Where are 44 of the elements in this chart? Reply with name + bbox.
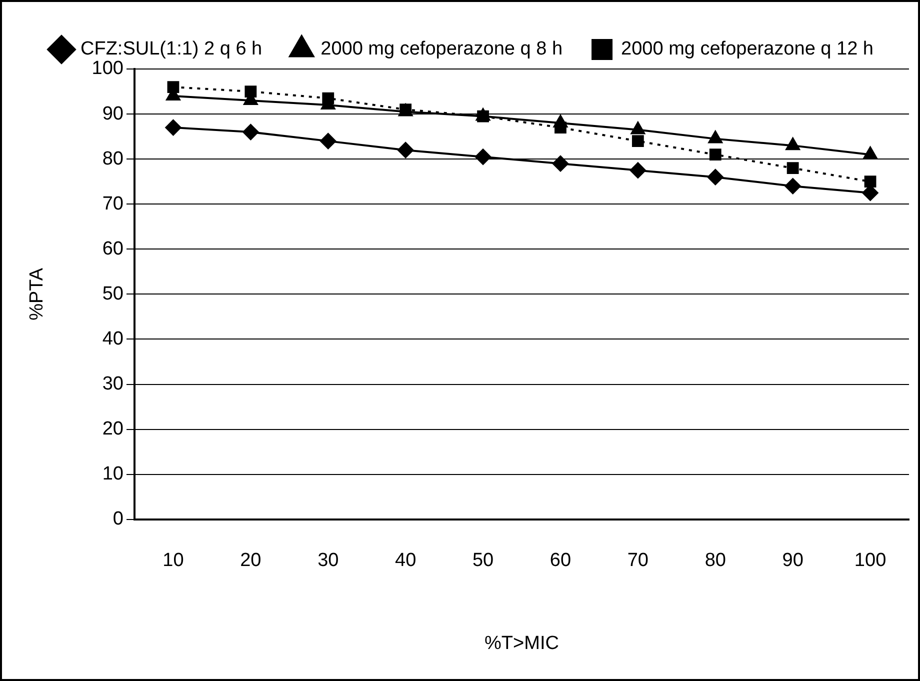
y-tick-label: 80 — [102, 148, 124, 170]
point — [165, 120, 182, 136]
point — [320, 133, 336, 150]
point — [863, 146, 878, 160]
x-tick-label: 20 — [240, 550, 262, 572]
point — [784, 178, 801, 194]
point — [475, 148, 492, 165]
y-tick-label: 90 — [102, 103, 124, 124]
y-tick-label: 40 — [102, 328, 124, 350]
x-axis-title: %T>MIC — [484, 632, 559, 654]
y-tick-label: 60 — [102, 238, 124, 260]
x-tick-label: 60 — [550, 550, 572, 572]
point — [786, 162, 799, 174]
x-tick-label: 70 — [627, 550, 648, 572]
point — [709, 148, 722, 161]
point — [242, 124, 259, 140]
x-tick-label: 30 — [318, 550, 339, 572]
y-tick-label: 30 — [102, 374, 124, 395]
point — [786, 138, 800, 150]
point — [707, 169, 724, 186]
point — [864, 176, 876, 188]
y-axis-title: %PTA — [26, 268, 48, 320]
point — [630, 162, 646, 178]
legend-label: 2000 mg cefoperazone q 8 h — [320, 38, 563, 60]
legend-label: 2000 mg cefoperazone q 12 h — [621, 38, 874, 60]
y-tick-label: 70 — [102, 193, 124, 214]
x-tick-label: 50 — [472, 550, 494, 572]
x-tick-label: 90 — [782, 550, 804, 572]
point — [553, 115, 568, 128]
point — [552, 156, 568, 172]
x-tick-label: 10 — [162, 550, 184, 572]
legend-label: CFZ:SUL(1:1) 2 q 6 h — [80, 38, 262, 60]
point — [708, 130, 722, 144]
y-tick-label: 0 — [112, 508, 124, 530]
y-tick-label: 20 — [102, 418, 124, 440]
y-tick-label: 10 — [102, 464, 124, 485]
y-tick-label: 100 — [92, 58, 124, 80]
point — [632, 135, 644, 148]
x-tick-label: 100 — [854, 550, 886, 572]
y-tick-label: 50 — [102, 283, 124, 304]
point — [398, 142, 414, 158]
x-tick-label: 40 — [395, 550, 416, 572]
point — [630, 122, 645, 134]
x-tick-label: 80 — [704, 550, 726, 572]
